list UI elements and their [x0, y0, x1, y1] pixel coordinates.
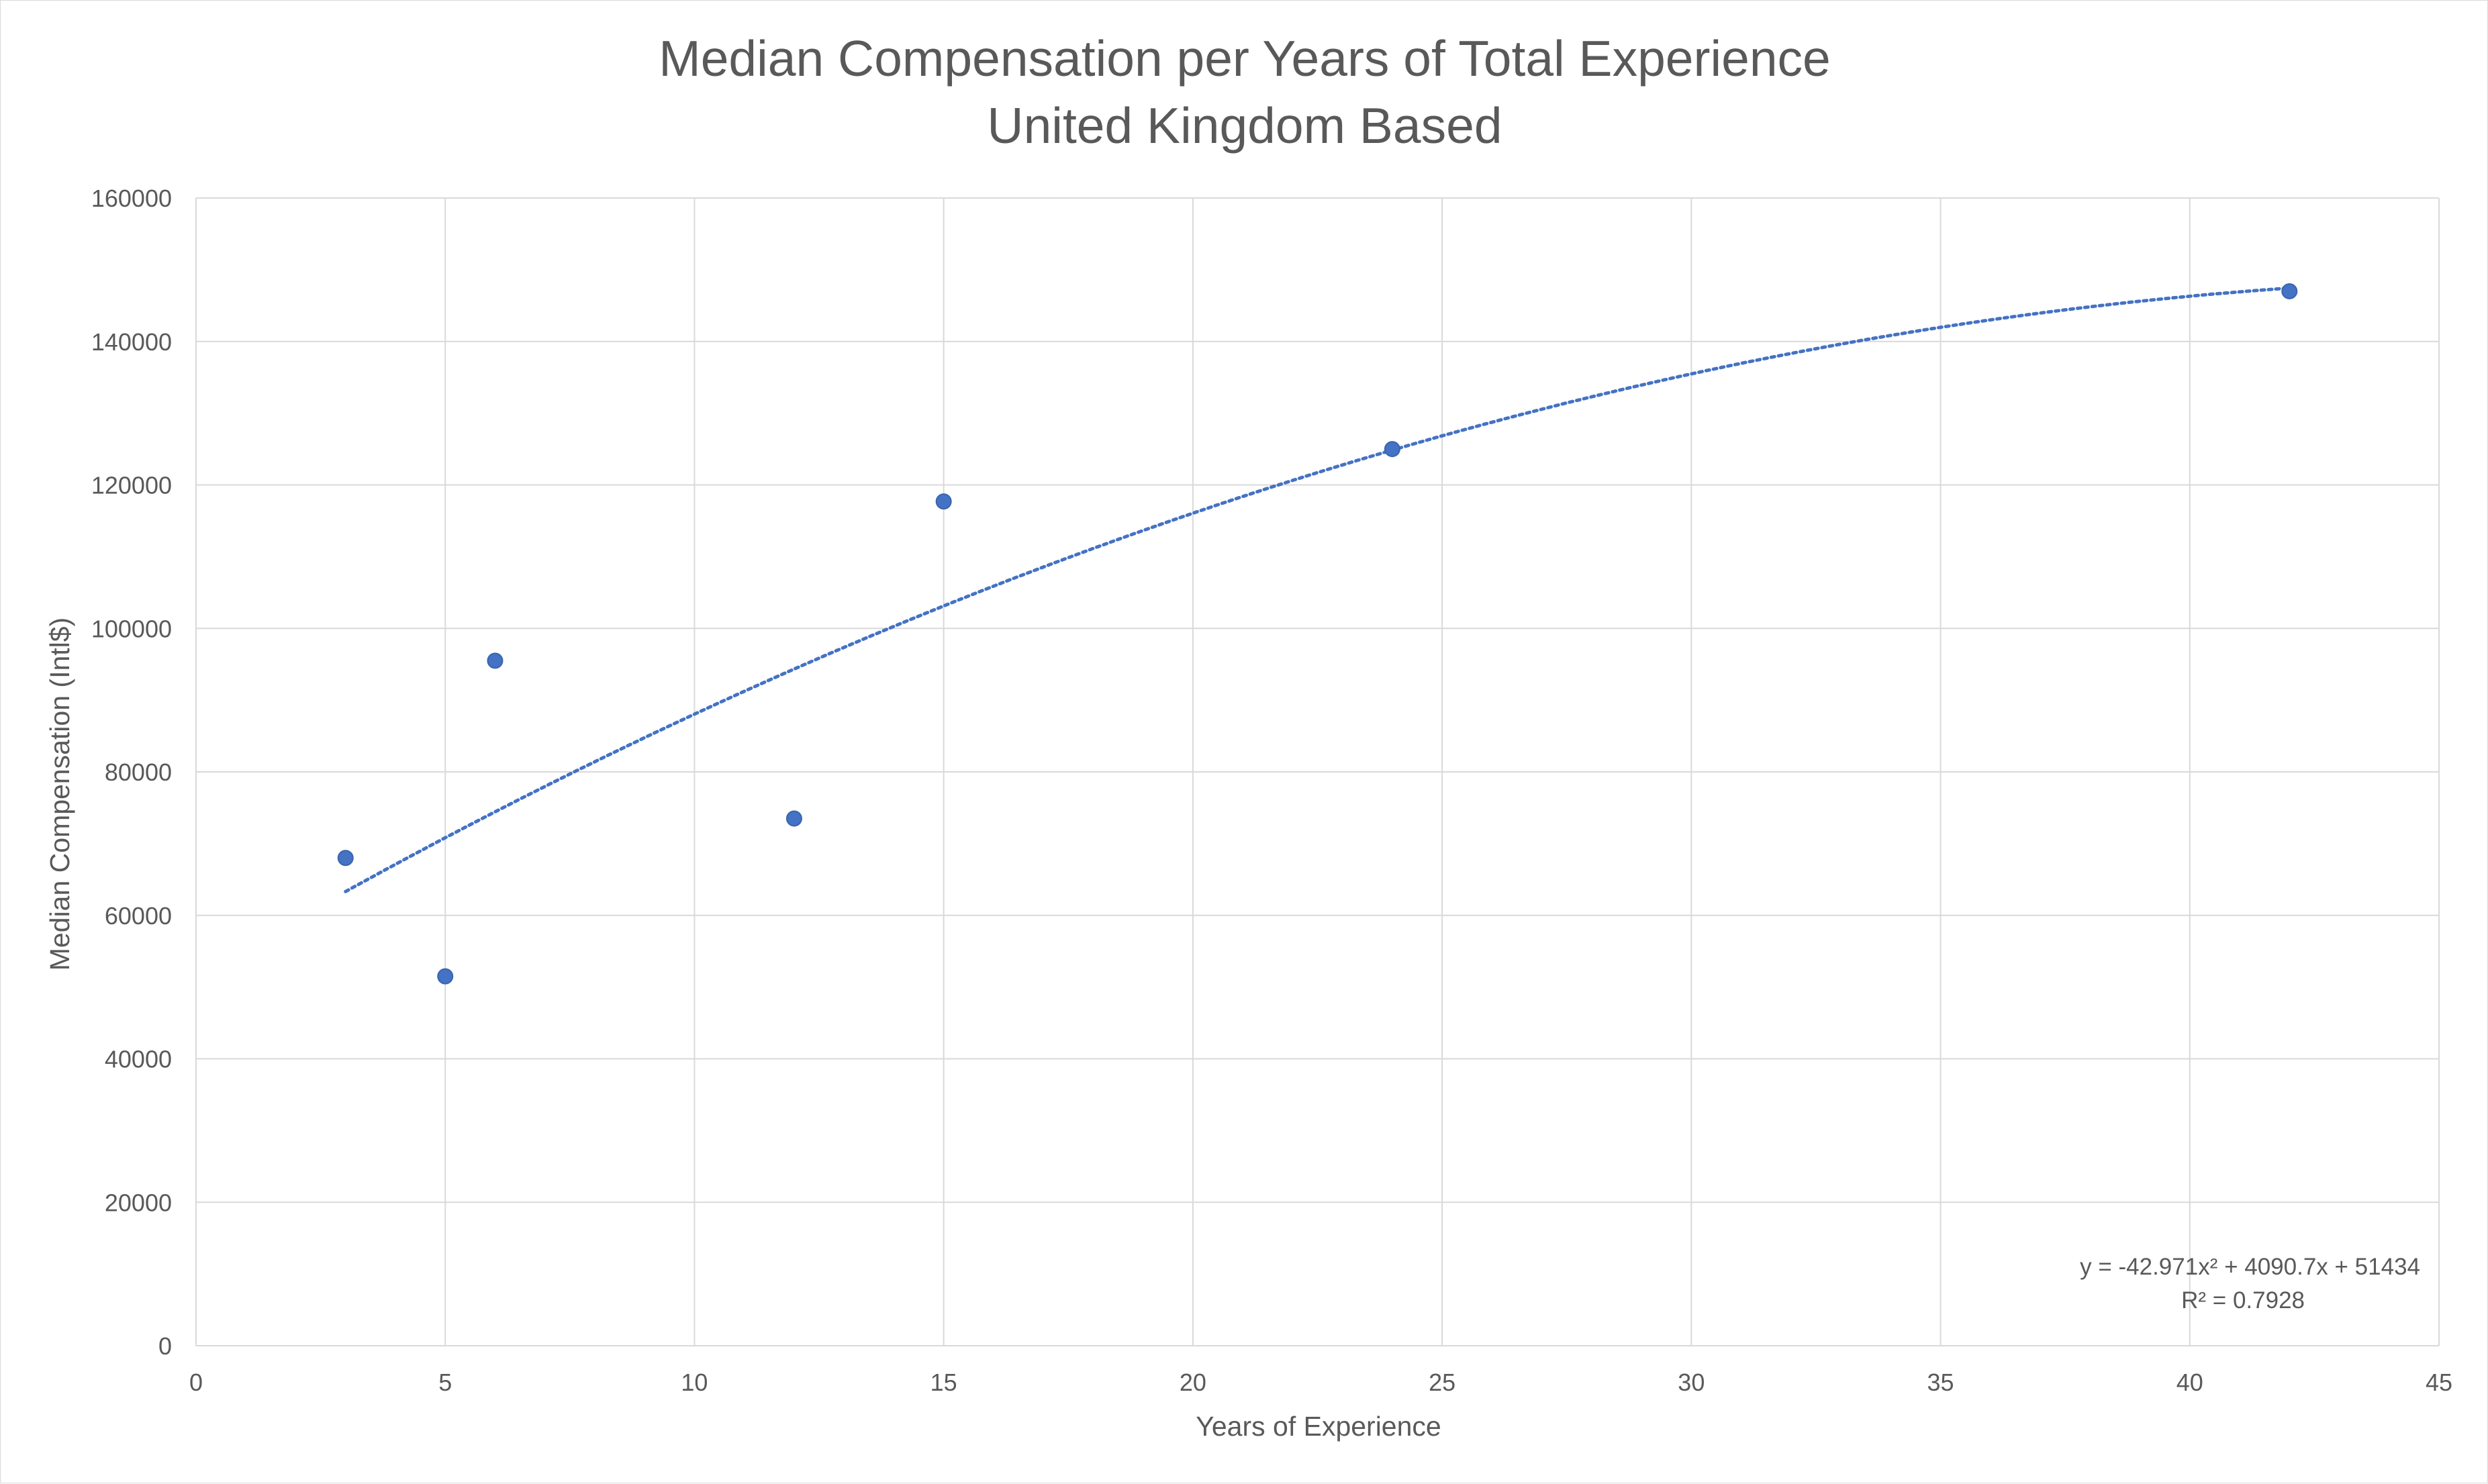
data-point — [2281, 283, 2298, 299]
x-tick-label: 35 — [1927, 1369, 1954, 1396]
data-point — [785, 810, 802, 827]
y-axis-title: Median Compensation (Intl$) — [44, 617, 75, 971]
chart-title-line2: United Kingdom Based — [987, 97, 1502, 154]
x-tick-label: 10 — [681, 1369, 708, 1396]
x-tick-label: 25 — [1429, 1369, 1455, 1396]
data-point — [935, 493, 952, 510]
x-tick-label: 5 — [438, 1369, 452, 1396]
y-tick-label: 160000 — [91, 185, 172, 212]
y-tick-label: 140000 — [91, 328, 172, 356]
x-axis-title: Years of Experience — [1196, 1411, 1441, 1442]
data-point — [1384, 441, 1400, 458]
y-tick-label: 40000 — [105, 1046, 172, 1073]
y-axis-ticks: 0 20000 40000 60000 80000 100000 120000 140000 1… — [91, 185, 172, 1360]
x-axis-ticks: 0 5 10 15 20 25 30 35 40 45 — [189, 1369, 2452, 1396]
data-point — [487, 652, 504, 669]
x-tick-label: 30 — [1678, 1369, 1705, 1396]
y-tick-label: 100000 — [91, 615, 172, 642]
x-tick-label: 45 — [2426, 1369, 2452, 1396]
trendline-r-squared: R² = 0.7928 — [2181, 1287, 2305, 1314]
trendline — [344, 286, 2291, 893]
y-tick-label: 60000 — [105, 902, 172, 930]
data-points — [337, 283, 2298, 985]
data-point — [437, 968, 454, 985]
y-tick-label: 0 — [158, 1332, 172, 1360]
x-tick-label: 20 — [1180, 1369, 1206, 1396]
y-tick-label: 80000 — [105, 758, 172, 786]
y-tick-label: 20000 — [105, 1189, 172, 1216]
x-tick-label: 15 — [930, 1369, 957, 1396]
y-tick-label: 120000 — [91, 472, 172, 499]
data-point — [337, 850, 354, 867]
gridlines — [195, 197, 2440, 1346]
trendline-layer — [344, 286, 2291, 893]
trendline-equation: y = -42.971x² + 4090.7x + 51434 — [2080, 1254, 2420, 1280]
x-tick-label: 40 — [2176, 1369, 2203, 1396]
x-tick-label: 0 — [189, 1369, 203, 1396]
chart-title-line1: Median Compensation per Years of Total E… — [659, 30, 1831, 87]
